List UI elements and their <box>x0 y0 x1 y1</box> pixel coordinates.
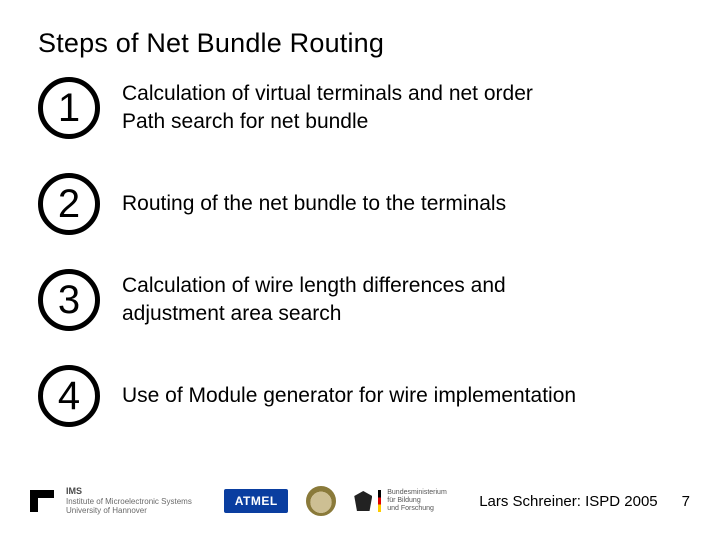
atmel-logo-icon: ATMEL <box>224 489 288 513</box>
bmbf-text: Bundesministerium für Bildung und Forsch… <box>387 489 447 512</box>
slide: Steps of Net Bundle Routing 1 Calculatio… <box>0 0 720 540</box>
step-line-1: Calculation of virtual terminals and net… <box>122 80 533 108</box>
step-1: 1 Calculation of virtual terminals and n… <box>38 77 682 139</box>
step-number-circle: 3 <box>38 269 100 331</box>
leibniz-logo-icon <box>306 486 336 516</box>
steps-list: 1 Calculation of virtual terminals and n… <box>38 77 682 427</box>
step-line-1: Calculation of wire length differences a… <box>122 272 506 300</box>
step-number-circle: 1 <box>38 77 100 139</box>
step-4: 4 Use of Module generator for wire imple… <box>38 365 682 427</box>
step-2: 2 Routing of the net bundle to the termi… <box>38 173 682 235</box>
step-description: Calculation of virtual terminals and net… <box>122 80 533 137</box>
footer-left: IMS Institute of Microelectronic Systems… <box>30 486 192 516</box>
step-number-circle: 2 <box>38 173 100 235</box>
bmbf-line-2: für Bildung <box>387 497 447 505</box>
ims-logo-icon <box>30 490 56 512</box>
slide-title: Steps of Net Bundle Routing <box>38 28 682 59</box>
ims-line-1: IMS <box>66 486 192 497</box>
eagle-icon <box>354 491 372 511</box>
ims-line-2: Institute of Microelectronic Systems <box>66 497 192 507</box>
attribution: Lars Schreiner: ISPD 2005 <box>479 493 657 510</box>
ims-text: IMS Institute of Microelectronic Systems… <box>66 486 192 516</box>
footer: IMS Institute of Microelectronic Systems… <box>0 472 720 540</box>
step-line-1: Use of Module generator for wire impleme… <box>122 382 576 410</box>
page-number: 7 <box>682 493 690 510</box>
step-description: Routing of the net bundle to the termina… <box>122 190 506 218</box>
step-description: Calculation of wire length differences a… <box>122 272 506 329</box>
step-3: 3 Calculation of wire length differences… <box>38 269 682 331</box>
step-number-circle: 4 <box>38 365 100 427</box>
bmbf-line-1: Bundesministerium <box>387 489 447 497</box>
step-line-1: Routing of the net bundle to the termina… <box>122 190 506 218</box>
bmbf-line-3: und Forschung <box>387 505 447 513</box>
step-line-2: adjustment area search <box>122 300 506 328</box>
bmbf-logo: Bundesministerium für Bildung und Forsch… <box>354 489 447 512</box>
footer-logos: ATMEL Bundesministerium für Bildung und … <box>224 486 447 516</box>
step-line-2: Path search for net bundle <box>122 108 533 136</box>
step-description: Use of Module generator for wire impleme… <box>122 382 576 410</box>
flag-bar-icon <box>378 490 381 512</box>
ims-line-3: University of Hannover <box>66 506 192 516</box>
footer-right: Lars Schreiner: ISPD 2005 7 <box>479 493 690 510</box>
